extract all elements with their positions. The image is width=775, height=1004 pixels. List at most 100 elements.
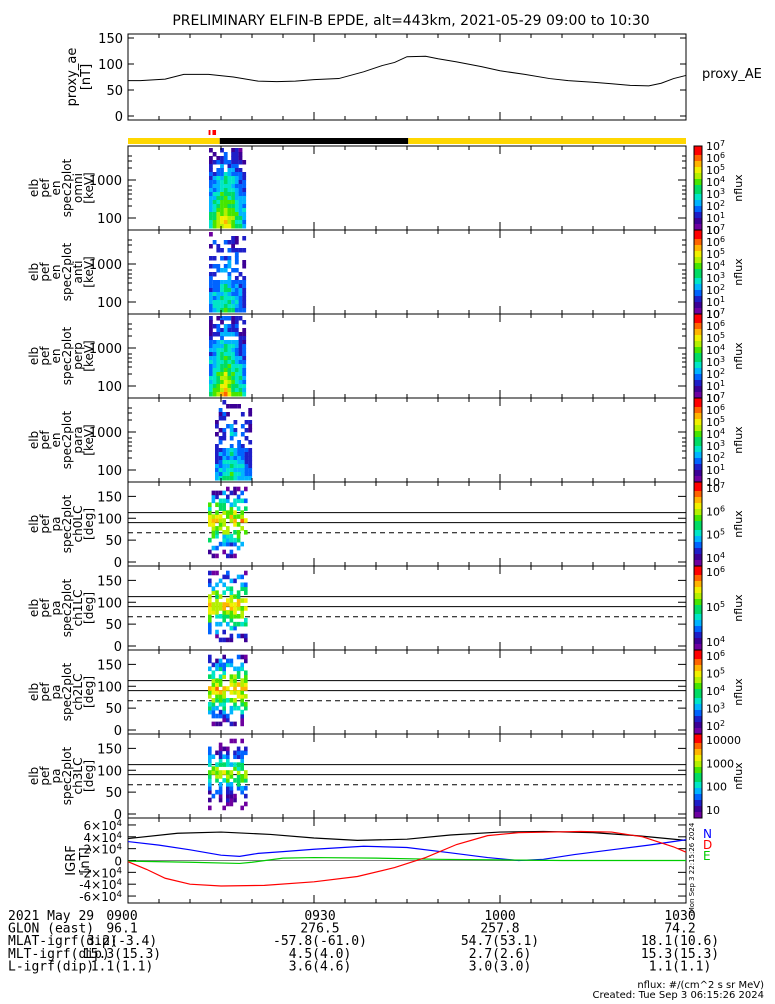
pitch-panel-ylabel: pa [49, 685, 63, 700]
pitch-cell [222, 606, 226, 611]
pitch-cell [208, 758, 212, 763]
pitch-cell [244, 705, 248, 711]
pitch-cell [229, 705, 234, 711]
spectrogram-cell [242, 384, 247, 389]
spectrogram-cell [242, 172, 247, 177]
pitch-cell [244, 606, 248, 611]
spectrogram-cell [215, 472, 219, 477]
energy-panel-ylabel: elb [27, 431, 41, 449]
pitch-cell [226, 770, 230, 775]
colorbar-swatch [694, 182, 702, 186]
spectrogram-cell [212, 204, 217, 209]
spectrogram-cell [220, 256, 224, 261]
pitch-cell [215, 502, 219, 508]
spectrogram-cell [237, 440, 241, 445]
spectrogram-cell [242, 284, 247, 289]
spectrogram-cell [237, 404, 241, 409]
status-bar-segment [219, 138, 409, 144]
colorbar-swatch [694, 347, 702, 351]
spectrogram-cell [223, 240, 228, 245]
pitch-cell [240, 582, 244, 588]
spectrogram-cell [223, 284, 228, 289]
colorbar-swatch [694, 200, 702, 204]
pitch-cell [240, 785, 244, 791]
pitch-ytick-label: 50 [105, 702, 122, 717]
energy-panel-ylabel: en [49, 181, 63, 196]
spectrogram-cell [212, 184, 217, 189]
spectrogram-cell [242, 204, 247, 209]
spectrogram-cell [234, 280, 239, 285]
pitch-cell [233, 778, 237, 783]
spectrogram-cell [216, 360, 221, 365]
pitch-cell [236, 670, 241, 676]
spectrogram-cell [231, 220, 235, 225]
colorbar-swatch [694, 266, 702, 270]
spectrogram-cell [244, 472, 249, 477]
spectrogram-cell [234, 352, 239, 357]
spectrogram-cell [223, 268, 228, 273]
spectrogram-cell [209, 336, 213, 341]
spectrogram-cell [223, 280, 228, 285]
orbit-value: 276.5 [300, 922, 339, 937]
colorbar-tick-label: 101 [706, 463, 725, 477]
pitch-cell [233, 594, 237, 599]
spectrogram-cell [234, 308, 239, 313]
spectrogram-cell [220, 300, 224, 305]
spectrogram-cell [227, 196, 232, 201]
spectrogram-cell [226, 424, 230, 429]
pitch-cell [218, 782, 223, 787]
colorbar-swatch [694, 560, 702, 564]
pitch-cell [229, 506, 234, 511]
colorbar-tick-label: 10 [706, 392, 720, 405]
spectrogram-cell [212, 176, 217, 181]
colorbar-swatch [694, 389, 702, 393]
pitch-cell [229, 586, 234, 592]
spectrogram-cell [227, 372, 232, 377]
pitch-cell [208, 629, 212, 635]
spectrogram-cell [209, 204, 213, 209]
pitch-cell [208, 778, 212, 783]
spectrogram-cell [238, 248, 243, 253]
pitch-cell [229, 549, 234, 555]
spectrogram-cell [242, 224, 247, 229]
energy-panel-ylabel: [keV] [82, 424, 96, 455]
spectrogram-cell [209, 340, 213, 345]
pitch-cell [229, 662, 234, 668]
spectrogram-cell [238, 208, 243, 213]
pitch-cell [226, 758, 230, 763]
spectrogram-cell [215, 476, 219, 481]
pitch-cell [226, 621, 230, 627]
spectrogram-cell [212, 256, 217, 261]
pitch-cell [211, 678, 216, 683]
pitch-cell [211, 514, 216, 519]
pitch-cell [240, 518, 244, 523]
spectrogram-cell [216, 220, 221, 225]
pitch-cell [222, 698, 226, 703]
spectrogram-cell [223, 208, 228, 213]
pitch-panel-ylabel: ch1LC [71, 590, 85, 627]
pitch-cell [208, 701, 212, 707]
pitch-cell [236, 537, 241, 543]
energy-panel-ylabel: spec2plot [60, 158, 74, 217]
pitch-cell [215, 614, 219, 619]
colorbar-tick-label: 104 [706, 427, 725, 441]
pitch-cell [208, 782, 212, 787]
colorbar-swatch [694, 605, 702, 609]
spectrogram-cell [231, 280, 235, 285]
spectrogram-cell [238, 172, 243, 177]
energy-panel-ylabel: [keV] [82, 256, 96, 287]
spectrogram-cell [238, 360, 243, 365]
spectrogram-cell [242, 352, 247, 357]
spectrogram-cell [227, 164, 232, 169]
pitch-cell [218, 514, 223, 519]
spectrogram-cell [231, 268, 235, 273]
spectrogram-cell [220, 208, 224, 213]
spectrogram-cell [216, 192, 221, 197]
spectrogram-cell [227, 328, 232, 333]
pitch-cell [240, 614, 244, 619]
spectrogram-cell [234, 376, 239, 381]
spectrogram-cell [238, 220, 243, 225]
spectrogram-cell [220, 296, 224, 301]
colorbar-swatch [694, 572, 702, 576]
pitch-cell [222, 506, 226, 511]
